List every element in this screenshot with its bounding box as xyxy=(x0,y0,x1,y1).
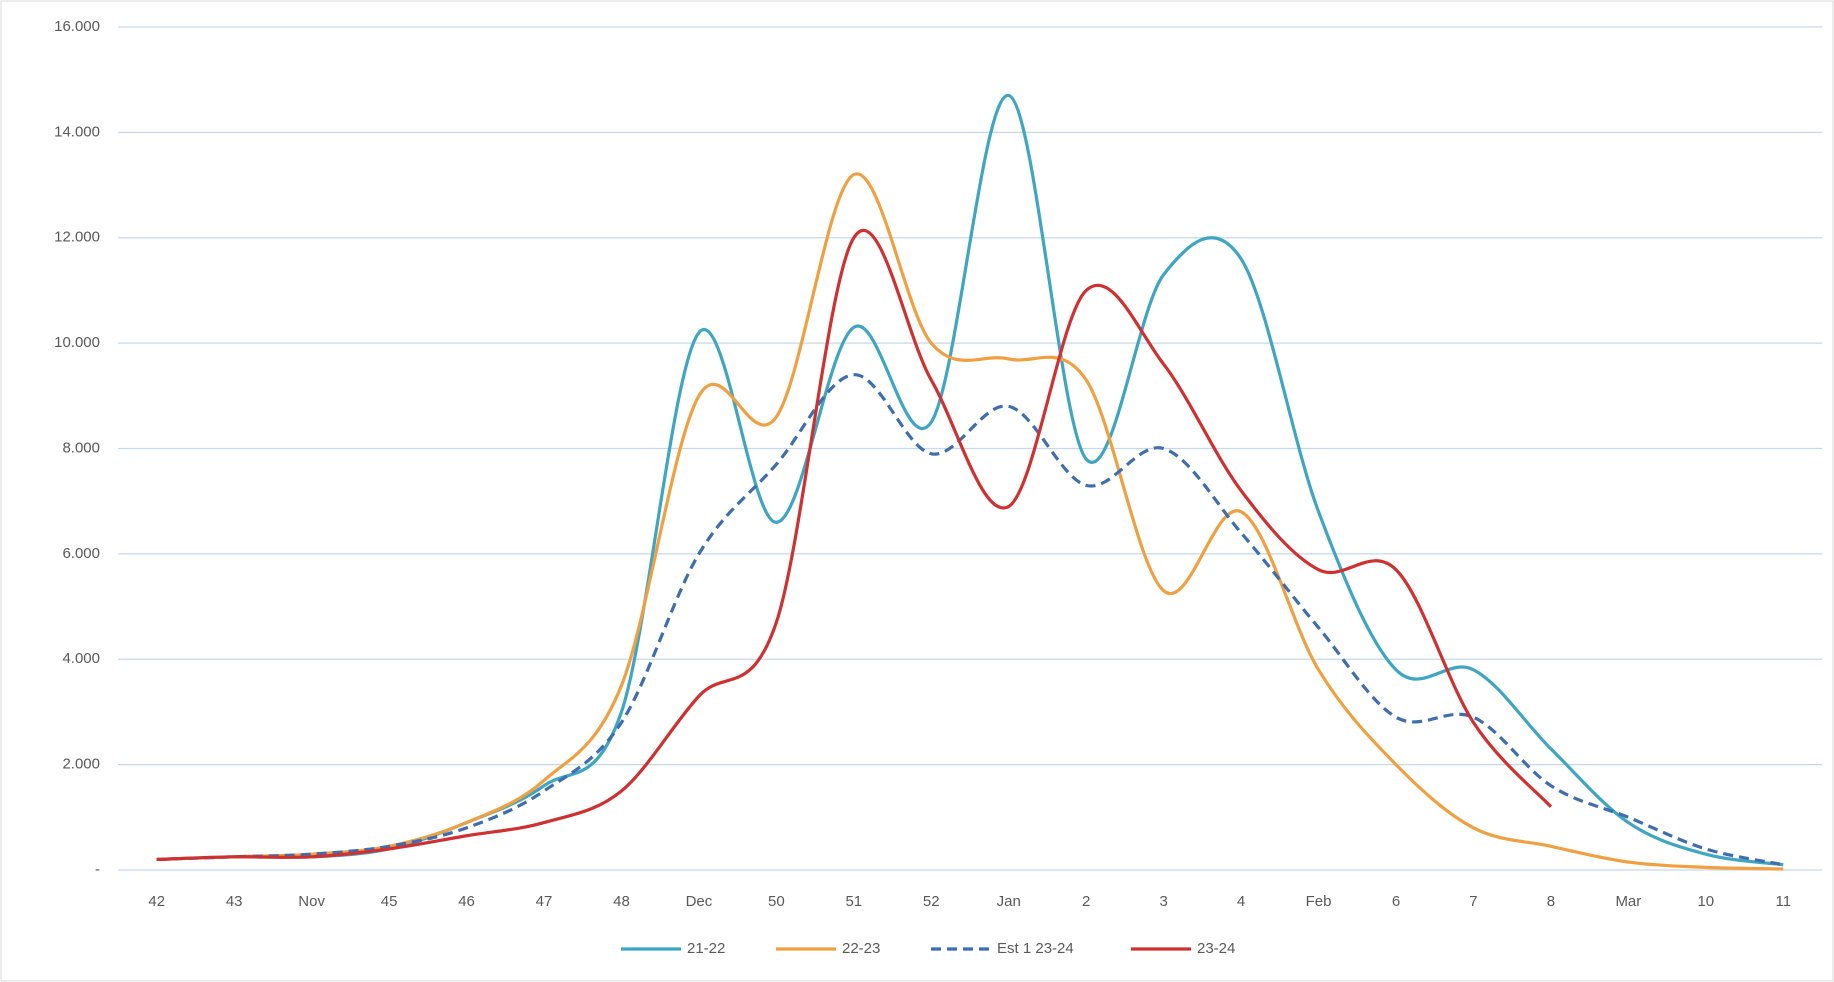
x-tick-label: 3 xyxy=(1159,893,1167,910)
y-tick-label: 4.000 xyxy=(62,650,100,667)
x-tick-label: 51 xyxy=(845,893,862,910)
legend-label: Est 1 23-24 xyxy=(997,940,1074,957)
x-tick-label: Dec xyxy=(686,893,713,910)
x-tick-label: Nov xyxy=(298,893,325,910)
x-tick-label: 10 xyxy=(1697,893,1714,910)
x-tick-label: Jan xyxy=(997,893,1021,910)
x-tick-label: 47 xyxy=(536,893,553,910)
x-tick-label: 6 xyxy=(1392,893,1400,910)
y-tick-label: - xyxy=(95,861,100,878)
y-tick-label: 10.000 xyxy=(54,334,100,351)
series-line xyxy=(156,228,1553,862)
x-tick-label: 11 xyxy=(1775,893,1791,910)
y-tick-label: 6.000 xyxy=(62,545,100,562)
x-tick-label: 8 xyxy=(1547,893,1555,910)
x-tick-label: 50 xyxy=(768,893,785,910)
x-tick-label: 2 xyxy=(1082,893,1090,910)
y-tick-label: 14.000 xyxy=(54,123,100,140)
x-tick-label: 4 xyxy=(1237,893,1245,910)
x-tick-label: Mar xyxy=(1615,893,1641,910)
x-tick-label: 48 xyxy=(613,893,630,910)
x-tick-label: 7 xyxy=(1469,893,1477,910)
x-tick-label: 45 xyxy=(381,893,398,910)
series-line xyxy=(156,172,1784,871)
x-tick-label: 46 xyxy=(458,893,475,910)
series-line xyxy=(156,373,1784,867)
x-tick-label: 42 xyxy=(148,893,165,910)
y-tick-label: 2.000 xyxy=(62,756,100,773)
legend-label: 21-22 xyxy=(687,940,725,957)
series-line xyxy=(156,93,1784,867)
legend-label: 22-23 xyxy=(842,940,880,957)
y-tick-label: 16.000 xyxy=(54,18,100,35)
y-tick-label: 8.000 xyxy=(62,439,100,456)
y-tick-label: 12.000 xyxy=(54,229,100,246)
x-tick-label: 43 xyxy=(226,893,243,910)
x-tick-label: Feb xyxy=(1306,893,1332,910)
legend-label: 23-24 xyxy=(1197,940,1235,957)
x-tick-label: 52 xyxy=(923,893,940,910)
